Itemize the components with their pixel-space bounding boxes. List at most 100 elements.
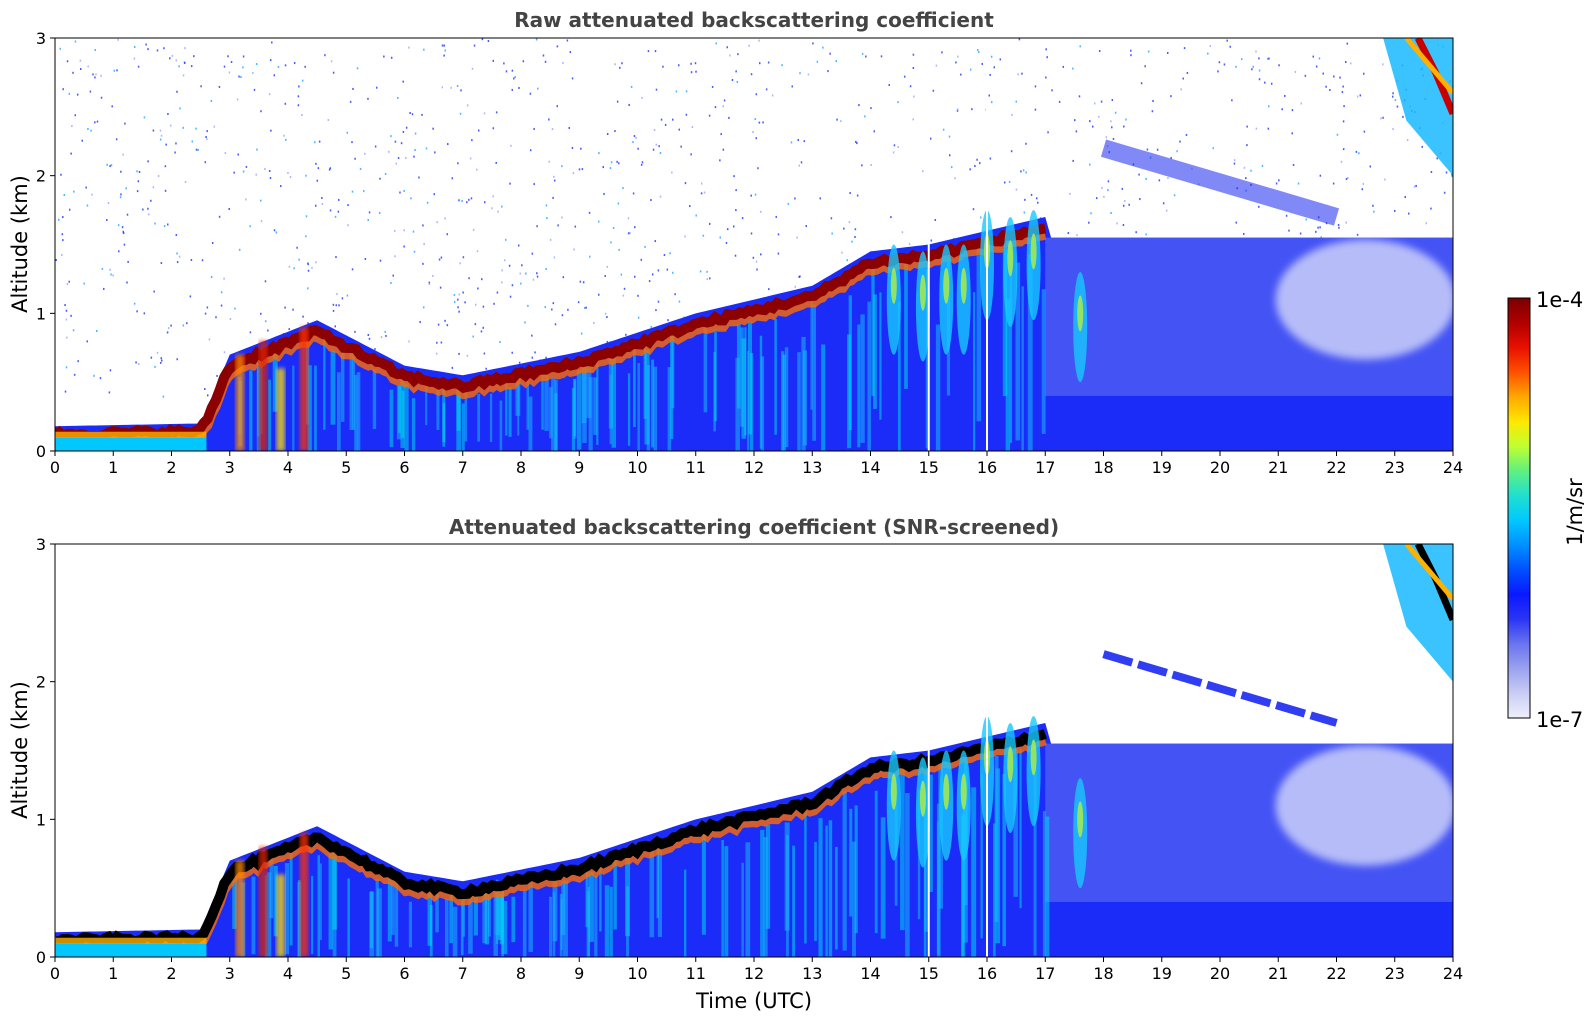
noise-pixel xyxy=(215,316,217,319)
noise-pixel xyxy=(61,233,64,236)
noise-pixel xyxy=(1058,100,1061,103)
noise-pixel xyxy=(1341,91,1344,94)
noise-pixel xyxy=(228,71,231,74)
noise-pixel xyxy=(154,222,156,225)
noise-pixel xyxy=(632,192,635,195)
noise-pixel xyxy=(133,302,136,305)
noise-pixel xyxy=(880,55,883,58)
noise-pixel xyxy=(553,175,555,178)
noise-pixel xyxy=(397,97,399,100)
noise-pixel xyxy=(654,240,657,243)
noise-pixel xyxy=(346,294,349,297)
noise-pixel xyxy=(59,47,61,50)
plume-streak xyxy=(792,845,796,957)
plume-streak xyxy=(604,885,610,957)
noise-pixel xyxy=(948,135,951,138)
noise-pixel xyxy=(1278,64,1280,67)
noise-pixel xyxy=(1079,45,1081,48)
noise-pixel xyxy=(750,73,753,76)
plume-streak xyxy=(468,896,473,954)
plume-streak xyxy=(786,835,789,957)
plume-streak xyxy=(391,876,395,935)
plume-streak xyxy=(782,354,786,451)
noise-pixel xyxy=(503,259,506,262)
noise-pixel xyxy=(413,250,416,253)
noise-pixel xyxy=(647,50,650,53)
plume-streak xyxy=(489,393,493,443)
plume-streak xyxy=(904,261,908,389)
noise-pixel xyxy=(318,140,321,143)
noise-pixel xyxy=(892,151,895,154)
x-tick-label: 1 xyxy=(108,964,118,983)
noise-pixel xyxy=(706,270,708,273)
noise-pixel xyxy=(509,182,511,185)
plume-streak xyxy=(425,382,428,426)
panel-raw-x-ticks: 0 1 2 3 4 5 6 7 8 9 10 11 12 13 14 15 16 17 18 19 20 21 22 23 24 xyxy=(50,451,1463,477)
x-tick-label: 12 xyxy=(744,458,764,477)
noise-pixel xyxy=(1067,232,1070,235)
x-tick-label: 1 xyxy=(108,458,118,477)
noise-pixel xyxy=(68,92,71,95)
noise-pixel xyxy=(450,86,452,89)
noise-pixel xyxy=(475,303,477,306)
noise-pixel xyxy=(754,118,756,121)
noise-pixel xyxy=(623,287,626,290)
noise-pixel xyxy=(169,57,171,60)
noise-pixel xyxy=(579,280,582,283)
x-tick-label: 0 xyxy=(50,458,60,477)
noise-pixel xyxy=(861,52,864,55)
noise-pixel xyxy=(1320,236,1322,239)
noise-pixel xyxy=(458,293,461,296)
noise-pixel xyxy=(568,127,571,130)
noise-pixel xyxy=(335,304,338,307)
noise-pixel xyxy=(473,44,476,47)
panel-raw-ylabel: Altitude (km) xyxy=(8,175,32,313)
noise-pixel xyxy=(1394,209,1396,212)
x-tick-label: 6 xyxy=(399,458,409,477)
noise-pixel xyxy=(236,98,239,101)
noise-pixel xyxy=(332,309,335,312)
noise-pixel xyxy=(524,321,526,324)
noise-pixel xyxy=(1046,56,1048,59)
noise-pixel xyxy=(622,294,625,297)
noise-pixel xyxy=(990,55,993,58)
noise-pixel xyxy=(459,262,461,265)
noise-pixel xyxy=(870,107,872,110)
x-tick-label: 16 xyxy=(977,458,997,477)
noise-pixel xyxy=(395,162,398,165)
plume-streak xyxy=(874,790,878,934)
plume-streak xyxy=(1015,262,1021,441)
noise-pixel xyxy=(1355,150,1358,153)
noise-pixel xyxy=(514,76,516,79)
x-tick-label: 18 xyxy=(1093,458,1113,477)
noise-pixel xyxy=(332,71,335,74)
noise-pixel xyxy=(89,90,92,93)
noise-pixel xyxy=(616,160,618,163)
noise-pixel xyxy=(549,238,552,241)
noise-pixel xyxy=(1182,77,1184,80)
noise-pixel xyxy=(671,171,673,174)
plume-streak xyxy=(449,885,453,944)
noise-pixel xyxy=(80,67,82,70)
plume-streak xyxy=(860,314,865,443)
noise-pixel xyxy=(399,191,401,194)
noise-pixel xyxy=(71,125,73,128)
plume-streak xyxy=(292,365,295,451)
noise-pixel xyxy=(426,201,429,204)
noise-pixel xyxy=(66,283,69,286)
noise-pixel xyxy=(1100,100,1103,103)
noise-pixel xyxy=(414,149,416,152)
noise-pixel xyxy=(618,248,620,251)
noise-pixel xyxy=(1384,178,1386,181)
noise-pixel xyxy=(684,182,687,185)
noise-pixel xyxy=(1284,94,1286,97)
noise-pixel xyxy=(571,77,574,80)
x-tick-label: 14 xyxy=(860,964,880,983)
noise-pixel xyxy=(1025,142,1027,145)
noise-pixel xyxy=(443,54,445,57)
plume-streak xyxy=(594,875,598,957)
noise-pixel xyxy=(706,278,709,281)
noise-pixel xyxy=(955,61,957,64)
noise-pixel xyxy=(641,96,643,99)
elevated-layer xyxy=(1102,650,1338,727)
